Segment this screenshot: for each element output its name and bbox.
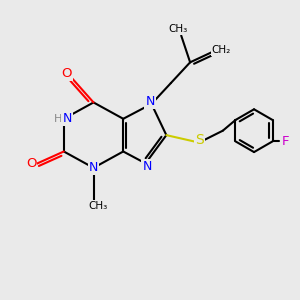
Text: CH₂: CH₂ xyxy=(212,45,231,56)
Text: CH₃: CH₃ xyxy=(88,201,108,211)
Text: N: N xyxy=(89,161,98,174)
Text: N: N xyxy=(142,160,152,173)
Text: F: F xyxy=(282,135,290,148)
Text: O: O xyxy=(61,67,72,80)
Text: CH₃: CH₃ xyxy=(169,24,188,34)
Text: H: H xyxy=(54,114,62,124)
Text: O: O xyxy=(26,157,36,170)
Text: N: N xyxy=(145,95,155,108)
Text: S: S xyxy=(195,133,204,147)
Text: N: N xyxy=(62,112,72,125)
